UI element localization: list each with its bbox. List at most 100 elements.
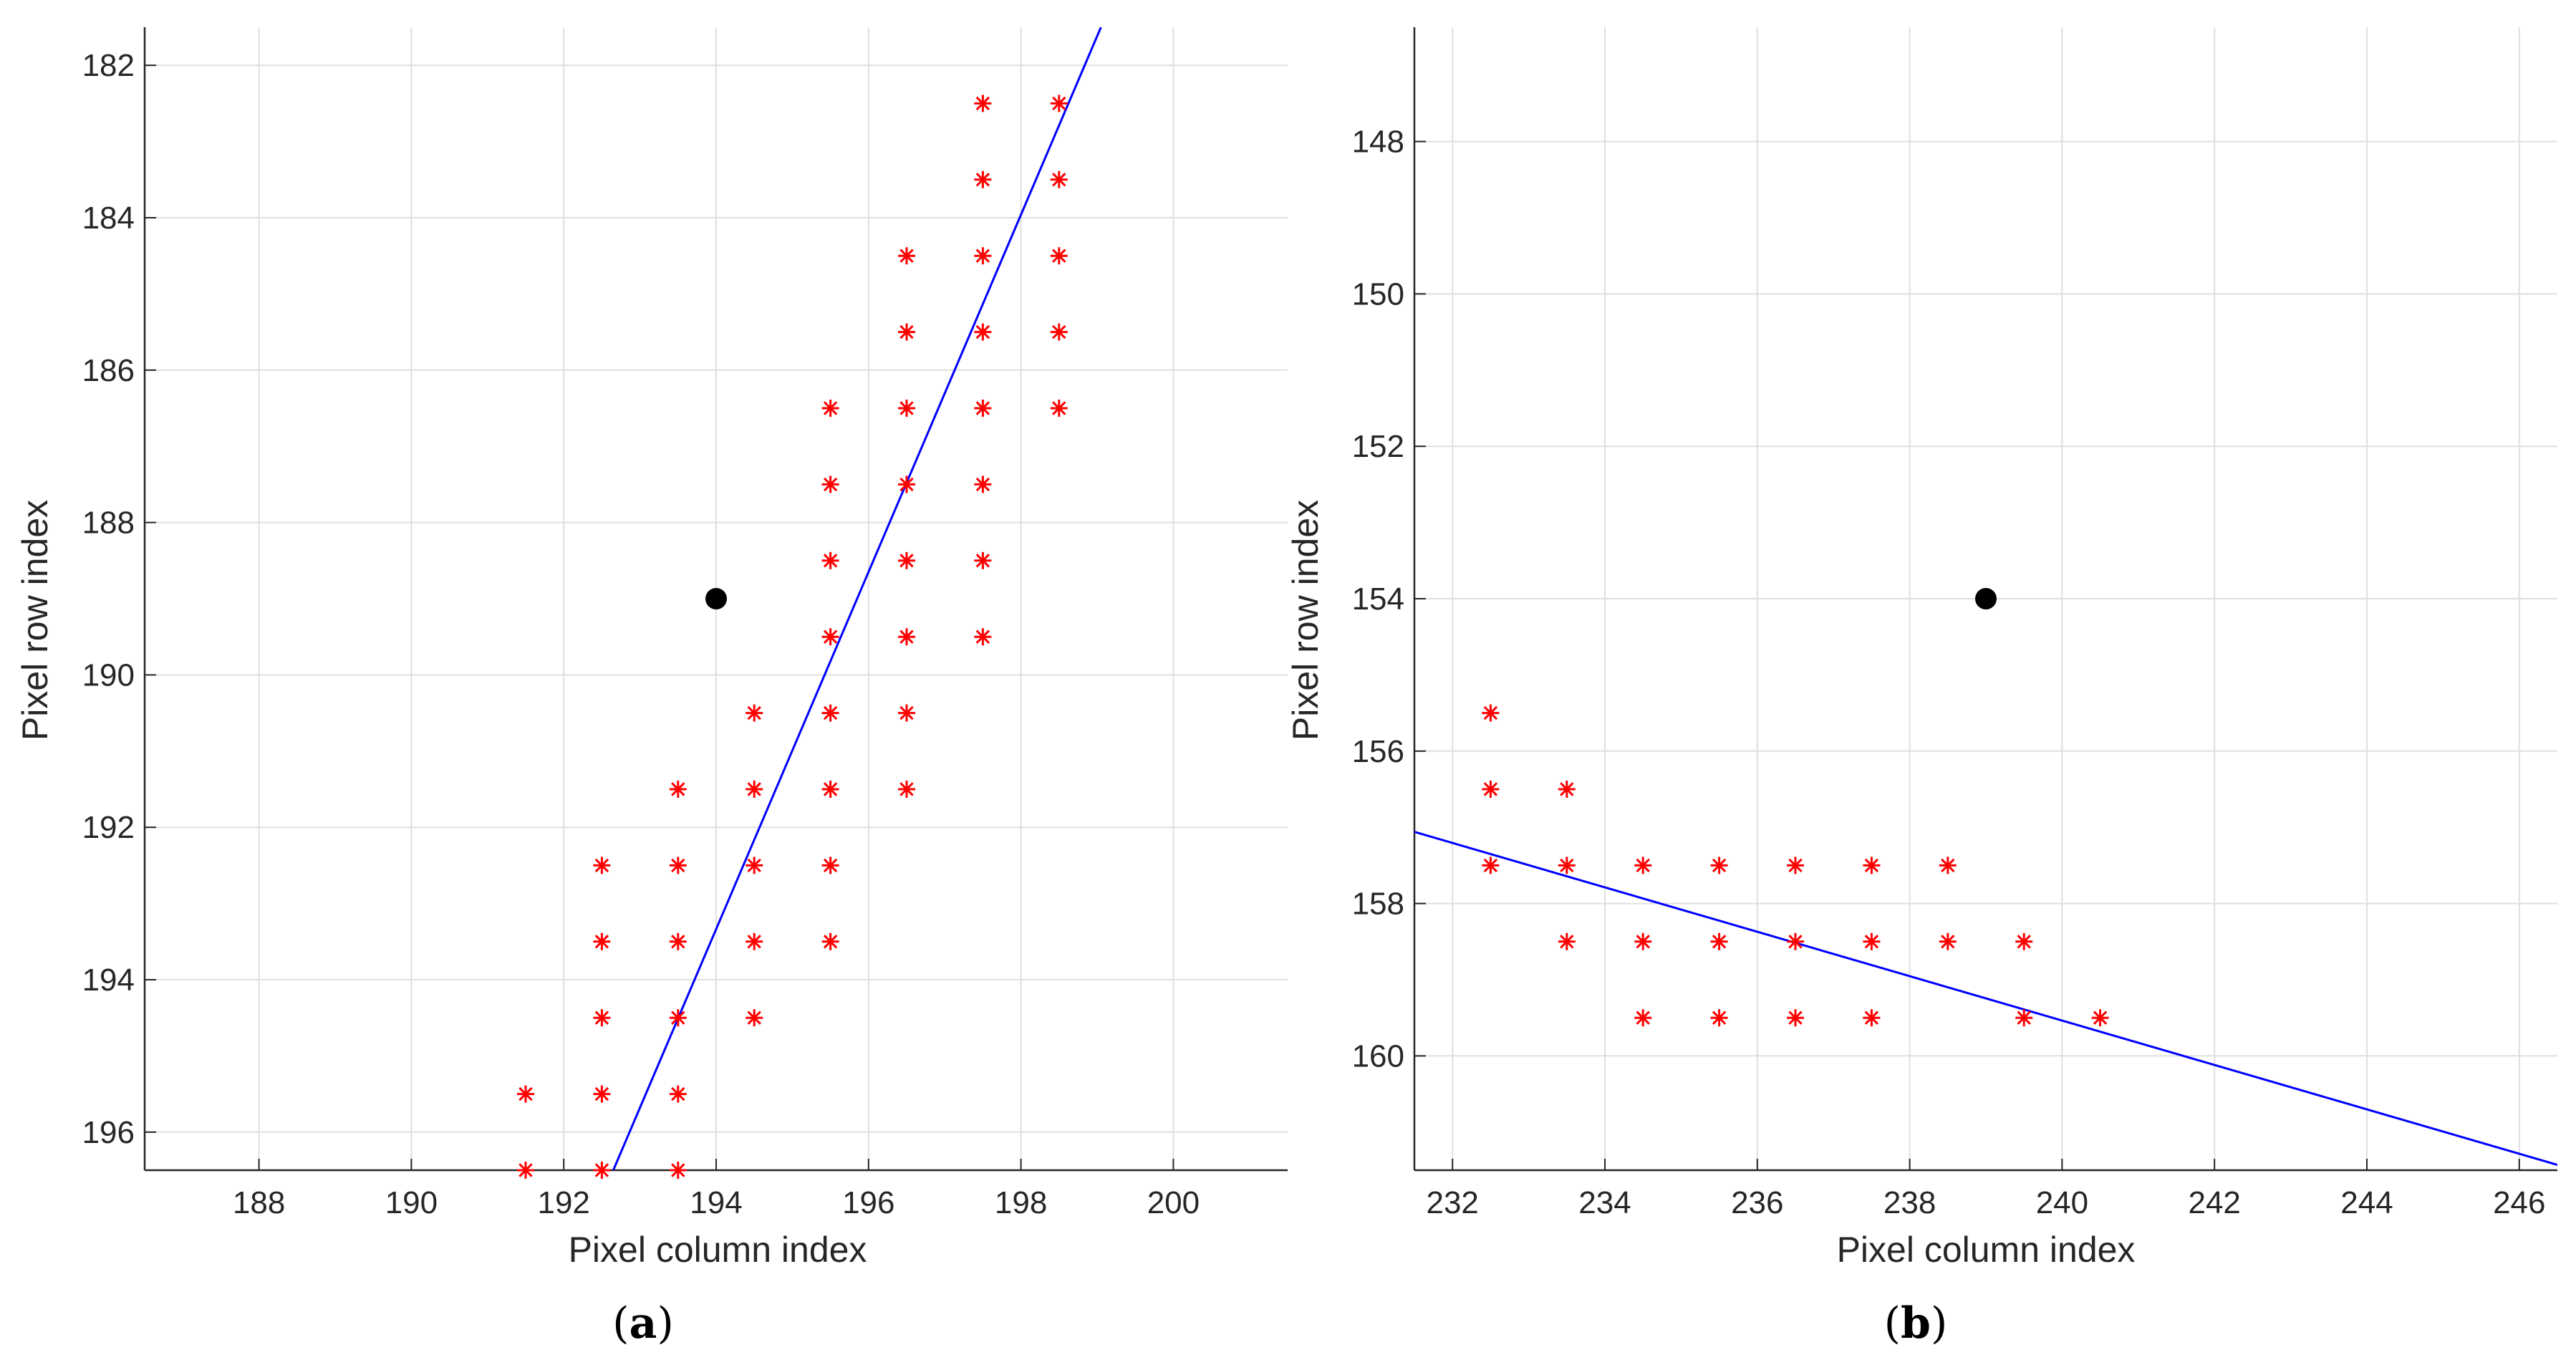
panel-b: 232 234 236 238 240 242 244 246 148 150 152 154 156 1… [1285,27,2557,1349]
panel-b-caption-open: ( [1884,1298,1901,1349]
panel-b-edge-point [1710,1009,1728,1027]
panel-a-ytick-label: 184 [82,201,135,236]
panel-a-edge-point [821,704,839,722]
panel-b-edge-point [1787,1009,1804,1027]
panel-a-edge-point [1050,247,1068,265]
panel-b-edge-point [1787,932,1804,950]
panel-a-grid [145,27,1288,1170]
panel-b-edge-point [1482,704,1500,722]
panel-b-fitted-line [1414,831,2557,1166]
panel-b-xtick-label: 236 [1731,1185,1783,1220]
panel-b-edge-point [1558,857,1576,874]
panel-b-edge-point [1634,932,1652,950]
panel-a-caption-open: ( [612,1298,629,1349]
panel-a-caption: (a) [612,1298,674,1349]
panel-b-caption: (b) [1884,1298,1948,1349]
panel-b-edge-point [1634,857,1652,874]
panel-a-edge-point [974,628,992,646]
panel-a-xlabel: Pixel column index [569,1230,867,1270]
panel-a-edge-point [746,932,763,950]
panel-b-plot-area [1414,831,2557,1166]
panel-a-edge-point [898,323,915,341]
panel-a-edge-point [898,247,915,265]
panel-b-grid [1414,27,2557,1170]
panel-b-edge-point [1558,932,1576,950]
panel-a-edge-point [669,1162,687,1179]
panel-a-edge-point [1050,400,1068,417]
panel-b-caption-letter: b [1901,1298,1931,1349]
panel-a-ytick-label: 192 [82,810,135,845]
panel-a-edge-point [593,932,611,950]
panel-b-ytick-label: 156 [1352,734,1404,769]
panel-a-ytick-label: 196 [82,1115,135,1150]
panel-a-ytick-label: 182 [82,48,135,83]
panel-b-edge-point [1634,1009,1652,1027]
panel-a-ylabel: Pixel row index [15,500,55,741]
panel-b-xtick-label: 246 [2493,1185,2545,1220]
panel-b-ylabel: Pixel row index [1285,500,1326,741]
panel-b-xtick-label: 238 [1883,1185,1936,1220]
panel-a-edge-point [593,857,611,874]
panel-b-xtick-label: 232 [1426,1185,1478,1220]
panel-b-edge-point [1558,781,1576,798]
panel-a-edge-point [669,1009,687,1027]
panel-a-caption-close: ) [657,1298,673,1349]
panel-b-xtick-label: 240 [2036,1185,2088,1220]
panel-b-center-point [1975,588,1997,609]
panel-a-xtick-label: 200 [1147,1185,1200,1220]
panel-a-edge-point [821,476,839,493]
panel-b-edge-point [1482,781,1500,798]
panel-b-edge-point [2015,1009,2033,1027]
panel-b-ytick-label: 150 [1352,276,1404,312]
panel-b-edge-point [1863,932,1881,950]
panel-b-xtick-label: 242 [2188,1185,2240,1220]
panel-b-ticks: 232 234 236 238 240 242 244 246 148 150 152 154 156 1… [1352,125,2546,1220]
panel-b-marks [1414,588,2557,1166]
panel-a-ytick-label: 186 [82,353,135,388]
panel-b-edge-point [1863,857,1881,874]
panel-a-edge-point [898,551,915,569]
panel-b-xtick-label: 234 [1578,1185,1631,1220]
panel-b-ytick-label: 160 [1352,1038,1404,1074]
panel-a-marks [517,27,1102,1179]
panel-a-edge-point [669,857,687,874]
panel-a-edge-point [746,704,763,722]
panel-a-edge-point [821,857,839,874]
panel-a-edge-point [669,1085,687,1103]
panel-a-plot-area [612,27,1102,1170]
panel-a-edge-point [974,95,992,112]
panel-a-caption-letter: a [629,1298,657,1349]
panel-a-edge-point [898,781,915,798]
panel-a-edge-point [821,628,839,646]
panel-a-edge-point [898,628,915,646]
panel-a-edge-point [517,1162,534,1179]
panel-a-edge-point [974,476,992,493]
panel-b-edge-point [2015,932,2033,950]
panel-b-ytick-label: 158 [1352,887,1404,922]
panel-a-ytick-label: 190 [82,657,135,693]
panel-a-xtick-label: 194 [690,1185,742,1220]
panel-a-edge-point [593,1162,611,1179]
panel-a-edge-point [898,704,915,722]
panel-a-edge-point [669,932,687,950]
panel-b-ytick-label: 152 [1352,429,1404,464]
panel-a-edge-point [1050,170,1068,188]
panel-a-edge-point [593,1009,611,1027]
panel-a-edge-point [1050,95,1068,112]
panel-a-edge-point [593,1085,611,1103]
panel-a-edge-point [821,781,839,798]
panel-a-ytick-label: 194 [82,963,135,998]
panel-a-edge-point [746,857,763,874]
panel-a-edge-point [821,932,839,950]
panel-b-edge-point [1939,857,1957,874]
panel-a-xtick-label: 192 [537,1185,589,1220]
panel-a-fitted-line [612,27,1102,1170]
panel-a-xtick-label: 188 [233,1185,285,1220]
panel-a-edge-point [974,551,992,569]
panel-b-edge-point [1787,857,1804,874]
panel-b-caption-close: ) [1931,1298,1947,1349]
panel-a-edge-point [898,476,915,493]
panel-a-edge-point [974,247,992,265]
